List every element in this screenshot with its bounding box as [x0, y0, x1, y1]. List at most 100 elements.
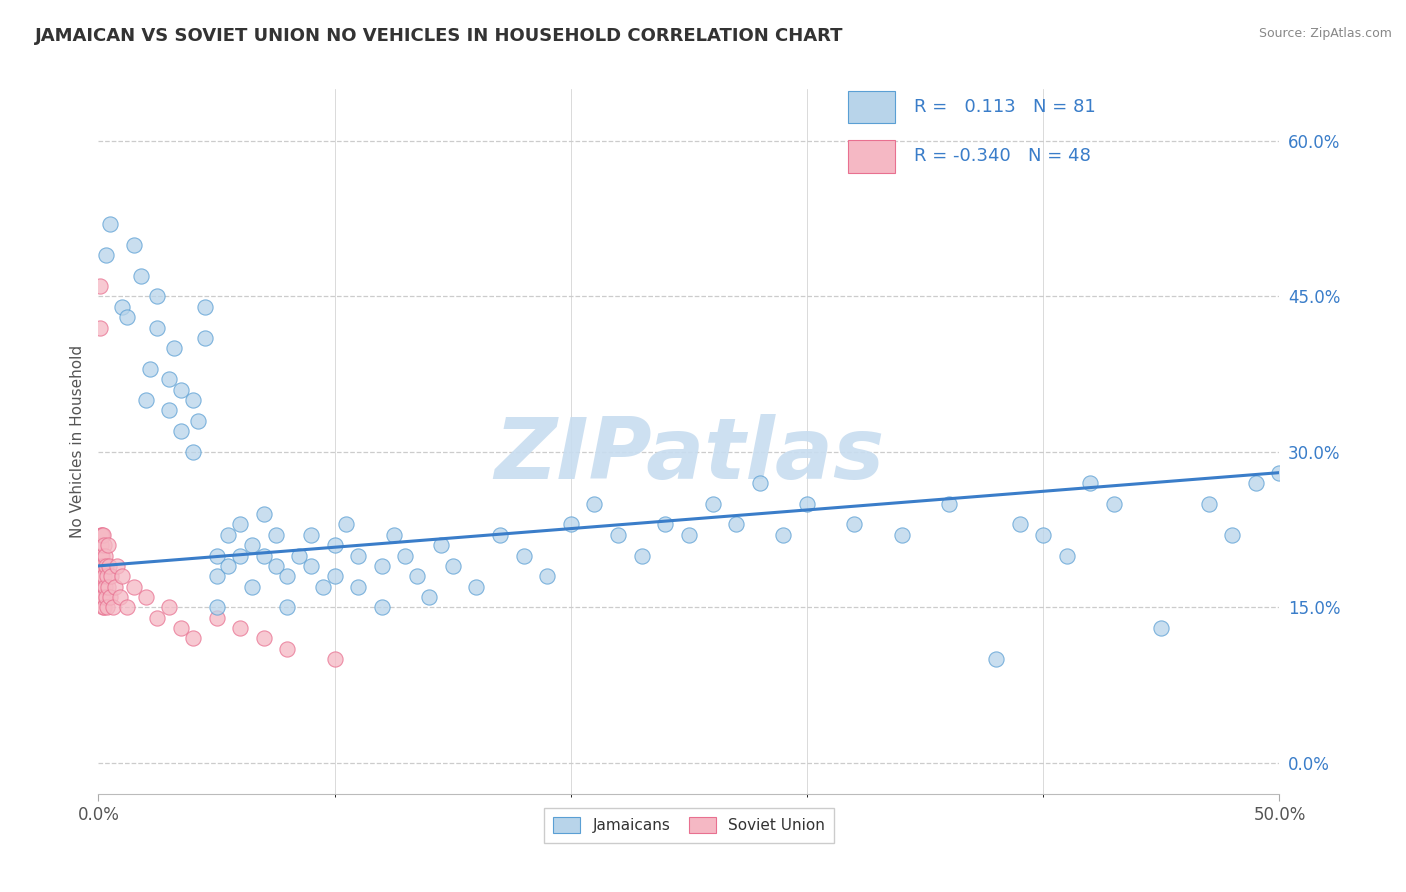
- Point: [1056, 549, 1078, 563]
- Point: [181, 632, 204, 646]
- Point: [276, 641, 298, 656]
- Point: [1244, 475, 1267, 490]
- Point: [240, 538, 263, 552]
- Point: [97, 538, 120, 552]
- Point: [129, 268, 152, 283]
- Point: [91, 558, 114, 573]
- Point: [181, 445, 204, 459]
- Point: [394, 549, 416, 563]
- Point: [98, 590, 121, 604]
- Point: [382, 528, 405, 542]
- Point: [371, 600, 394, 615]
- Point: [89, 279, 111, 293]
- Point: [489, 528, 512, 542]
- FancyBboxPatch shape: [848, 140, 894, 173]
- Point: [276, 569, 298, 583]
- Point: [984, 652, 1007, 666]
- Point: [229, 549, 252, 563]
- Text: ZIPatlas: ZIPatlas: [494, 414, 884, 497]
- Point: [276, 600, 298, 615]
- Point: [157, 403, 180, 417]
- Point: [1080, 475, 1102, 490]
- Legend: Jamaicans, Soviet Union: Jamaicans, Soviet Union: [544, 807, 834, 843]
- Point: [111, 300, 134, 314]
- Point: [1268, 466, 1291, 480]
- Point: [187, 414, 209, 428]
- Point: [347, 549, 370, 563]
- Point: [90, 558, 112, 573]
- Point: [194, 300, 217, 314]
- Point: [1032, 528, 1054, 542]
- Point: [583, 497, 606, 511]
- Y-axis label: No Vehicles in Household: No Vehicles in Household: [69, 345, 84, 538]
- Point: [90, 549, 112, 563]
- Point: [1198, 497, 1220, 511]
- Point: [135, 393, 157, 408]
- Point: [430, 538, 453, 552]
- Point: [607, 528, 630, 542]
- Point: [217, 528, 239, 542]
- Point: [90, 538, 112, 552]
- Point: [205, 569, 228, 583]
- Point: [890, 528, 912, 542]
- Point: [91, 590, 114, 604]
- Point: [96, 569, 118, 583]
- Point: [94, 248, 117, 262]
- Point: [146, 289, 169, 303]
- Point: [170, 383, 193, 397]
- Point: [94, 549, 117, 563]
- Point: [371, 558, 394, 573]
- Point: [91, 528, 114, 542]
- Point: [844, 517, 866, 532]
- Point: [146, 320, 169, 334]
- Point: [323, 569, 346, 583]
- Point: [108, 590, 131, 604]
- Point: [98, 558, 121, 573]
- Point: [194, 331, 217, 345]
- Point: [96, 600, 118, 615]
- Point: [725, 517, 748, 532]
- Point: [288, 549, 311, 563]
- Point: [90, 569, 112, 583]
- Point: [205, 600, 228, 615]
- Text: R =   0.113   N = 81: R = 0.113 N = 81: [914, 98, 1095, 116]
- FancyBboxPatch shape: [848, 91, 894, 123]
- Text: JAMAICAN VS SOVIET UNION NO VEHICLES IN HOUSEHOLD CORRELATION CHART: JAMAICAN VS SOVIET UNION NO VEHICLES IN …: [35, 27, 844, 45]
- Point: [1008, 517, 1031, 532]
- Point: [157, 372, 180, 386]
- Point: [678, 528, 700, 542]
- Point: [229, 517, 252, 532]
- Point: [748, 475, 770, 490]
- Point: [170, 621, 193, 635]
- Point: [229, 621, 252, 635]
- Point: [217, 558, 239, 573]
- Point: [938, 497, 960, 511]
- Point: [630, 549, 652, 563]
- Point: [93, 538, 115, 552]
- Point: [312, 580, 335, 594]
- Point: [299, 528, 322, 542]
- Point: [89, 320, 111, 334]
- Point: [91, 528, 114, 542]
- Point: [205, 549, 228, 563]
- Point: [90, 580, 112, 594]
- Point: [264, 558, 287, 573]
- Point: [135, 590, 157, 604]
- Point: [97, 580, 120, 594]
- Point: [796, 497, 818, 511]
- Point: [101, 600, 124, 615]
- Point: [406, 569, 429, 583]
- Point: [146, 611, 169, 625]
- Point: [347, 580, 370, 594]
- Point: [100, 569, 122, 583]
- Point: [115, 600, 138, 615]
- Point: [94, 580, 117, 594]
- Point: [253, 632, 276, 646]
- Point: [163, 341, 186, 355]
- Point: [115, 310, 138, 325]
- Point: [772, 528, 794, 542]
- Point: [418, 590, 440, 604]
- Point: [1102, 497, 1125, 511]
- Point: [170, 424, 193, 438]
- Point: [512, 549, 534, 563]
